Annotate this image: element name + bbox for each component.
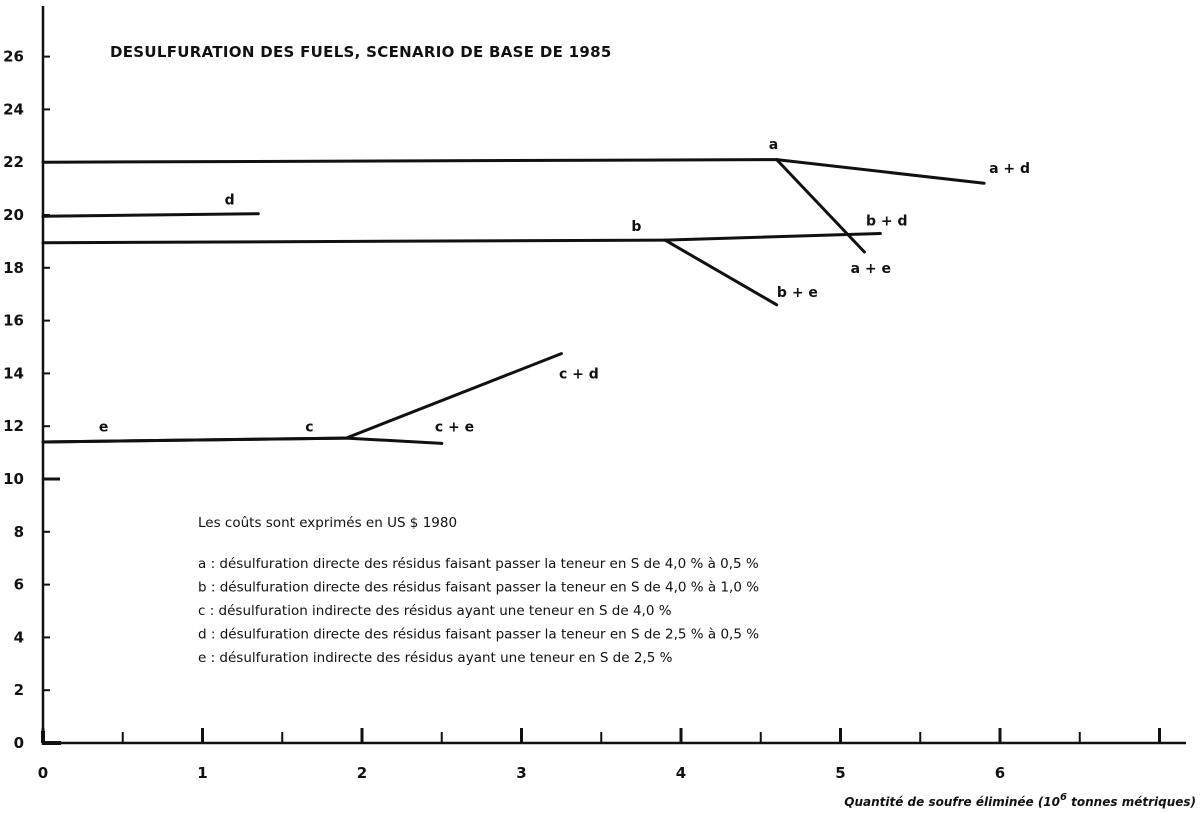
series-line-b-plus-d [663,232,882,242]
y-tick-label: 10 [3,470,24,488]
y-tick-label: 12 [3,417,24,435]
series-label: b [631,219,641,235]
x-tick-label: 1 [197,764,207,782]
series-line-a [41,158,779,164]
legend-note-line: b : désulfuration directe des résidus fa… [198,580,759,596]
x-axis-label-exponent: 6 [1060,792,1067,803]
x-axis-label: Quantité de soufre éliminée (106 tonnes … [844,792,1196,809]
series-label: b + e [777,285,818,301]
cost-note: Les coûts sont exprimés en US $ 1980 [198,515,457,531]
y-tick-label: 24 [3,100,24,118]
y-tick-label: 8 [14,523,24,541]
x-tick-label: 2 [357,764,367,782]
series-line-c-plus-e [344,436,444,445]
y-tick-label: 22 [3,153,24,171]
legend-note-line: e : désulfuration indirecte des résidus … [198,650,673,666]
series-label: d [225,192,235,208]
x-tick-label: 3 [516,764,526,782]
series-label: c [305,419,313,435]
y-tick-label: 26 [3,48,24,66]
y-tick-label: 0 [14,734,24,752]
y-tick-label: 16 [3,312,24,330]
series-labels: a a + d a + e d b b + d b + e e c c + d c + e [99,137,1030,435]
y-tick-label: 2 [14,681,24,699]
series-label: e [99,419,109,435]
legend-notes: a : désulfuration directe des résidus fa… [198,556,759,666]
legend-note-line: a : désulfuration directe des résidus fa… [198,556,759,572]
series-label: c + e [435,419,474,435]
x-tick-label: 6 [995,764,1005,782]
y-tick-label: 6 [14,576,24,594]
series-line-a-plus-d [775,158,986,185]
series-line-b-plus-e [663,238,779,307]
legend-note-line: d : désulfuration directe des résidus fa… [198,627,759,643]
y-tick-label: 18 [3,259,24,277]
series-label: b + d [866,214,908,230]
x-axis-label-suffix: tonnes métriques) [1067,795,1196,809]
series-label: c + d [559,367,599,383]
series-line-d [41,212,260,218]
x-axis-label-main: Quantité de soufre éliminée (10 [844,795,1060,809]
x-tick-label: 4 [676,764,686,782]
series-label: a + d [989,161,1030,177]
y-tick-label: 4 [14,628,24,646]
series-label: a [769,137,778,153]
x-tick-label: 0 [38,764,48,782]
series-line-a-plus-e [775,158,866,254]
y-tick-label: 20 [3,206,24,224]
y-tick-label: 14 [3,364,24,382]
series-line-b [41,238,667,245]
legend-note-line: c : désulfuration indirecte des résidus … [198,603,672,619]
series-line-c-plus-d [344,352,563,440]
chart-title: DESULFURATION DES FUELS, SCENARIO DE BAS… [110,43,612,61]
series-label: a + e [851,261,891,277]
series-line-c [41,436,348,444]
series-lines [41,158,986,445]
x-tick-label: 5 [835,764,845,782]
